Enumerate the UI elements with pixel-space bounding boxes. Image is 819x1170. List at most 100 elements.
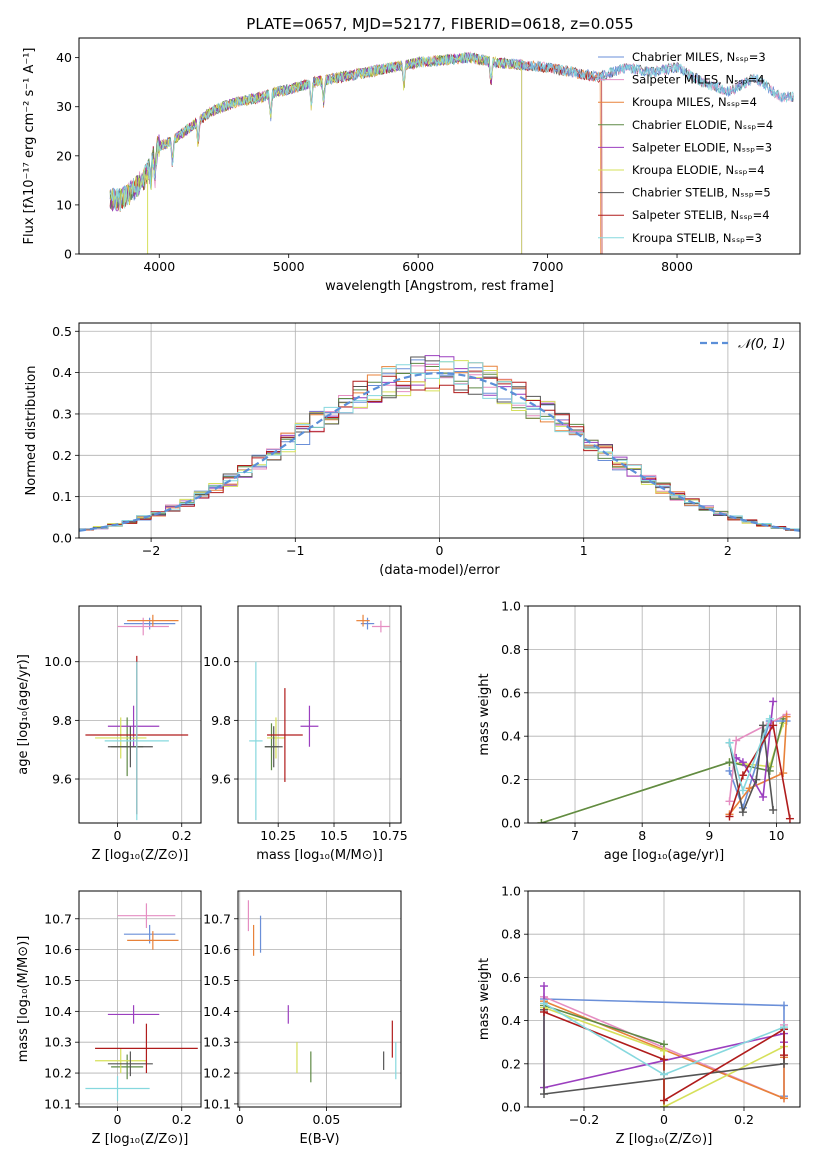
y-axis-label-age_vs_Z: age [log₁₀(age/yr)]	[16, 654, 31, 775]
weight-marker-salpeter_stelib	[785, 814, 794, 823]
y-tick-label: 0.8	[501, 927, 521, 942]
y-tick-label: 0.4	[501, 1013, 521, 1028]
x-tick-label: 8	[638, 828, 646, 843]
y-tick-label: 1.0	[501, 884, 521, 899]
x-tick-label: 0	[236, 1112, 244, 1127]
axes-frame	[237, 890, 402, 1108]
y-tick-label: 10.6	[44, 942, 72, 957]
axes-mass_vs_Z: 0 0.2 10.1 10.2 10.3 10.4 10.5 10.6 10.7 Z [log₁₀…	[16, 890, 202, 1147]
errorbar-point-kroupa_stelib	[85, 1076, 150, 1101]
axes-frame	[237, 605, 402, 824]
y-tick-label: 10.1	[44, 1096, 72, 1111]
spectrum-line-kroupa_stelib	[109, 52, 794, 212]
y-tick-label: 0.0	[501, 1100, 521, 1115]
errorbar-point-kroupa_miles	[127, 614, 179, 627]
weight-marker-kroupa_stelib	[660, 1070, 668, 1079]
normal-curve	[79, 371, 800, 532]
weight-marker-chabrier_stelib	[752, 775, 761, 784]
y-tick-label: 0.2	[501, 772, 521, 787]
y-tick-label: 10.2	[44, 1066, 72, 1081]
y-tick-label: 10.6	[203, 942, 231, 957]
legend-label-chabrier_stelib: Chabrier STELIB, Nₛₛₚ=5	[632, 186, 771, 200]
errorbar-point-kroupa_elodie	[95, 1048, 147, 1074]
y-tick-label: 0.6	[501, 685, 521, 700]
legend-label-kroupa_stelib: Kroupa STELIB, Nₛₛₚ=3	[632, 231, 762, 245]
histogram-salpeter_stelib	[79, 370, 800, 532]
x-tick-label: 2	[724, 543, 732, 558]
weight-marker-salpeter_stelib	[769, 721, 778, 730]
errorbar-point-kroupa_miles	[127, 931, 179, 950]
errorbar-point-chabrier_stelib	[264, 726, 283, 768]
weight-marker-chabrier_stelib	[540, 1090, 548, 1099]
errorbar-point-chabrier_stelib	[107, 1051, 153, 1077]
weight-marker-salpeter_stelib	[540, 1007, 548, 1016]
y-tick-label: 0.5	[52, 324, 72, 339]
y-tick-label: 10.0	[203, 654, 231, 669]
y-tick-label: 10.3	[203, 1035, 231, 1050]
x-tick-label: −2	[142, 543, 160, 558]
x-tick-label: 1	[580, 543, 588, 558]
plot-area-weight_vs_Z	[528, 891, 800, 1107]
plot-area-mass_vs_ebv	[238, 891, 401, 1107]
x-tick-label: −1	[286, 543, 304, 558]
y-tick-label: 0.4	[501, 729, 521, 744]
axes-weight_vs_age: 7 8 9 10 0.0 0.2 0.4 0.6 0.8 1.0 age [log₁₀(age/yr…	[477, 599, 801, 863]
x-axis-label-age_vs_mass: mass [log₁₀(M/M⊙)]	[256, 848, 383, 863]
weight-marker-chabrier_elodie	[765, 766, 774, 775]
errorbar-point-kroupa_elodie	[95, 717, 147, 759]
errorbar-point-salpeter_elodie	[107, 1005, 160, 1024]
x-tick-label: 0	[114, 828, 122, 843]
axes-age_vs_mass: 10.25 10.5 10.75 9.6 9.8 10.0 mass [log₁₀(M/M⊙…	[203, 605, 408, 863]
y-tick-label: 9.8	[52, 713, 72, 728]
y-tick-label: 10.3	[44, 1035, 72, 1050]
x-tick-label: 4000	[143, 259, 175, 274]
errorbar-point-salpeter_stelib	[95, 1023, 198, 1074]
weight-marker-chabrier_miles	[780, 1001, 788, 1010]
plot-area-weight_vs_age	[528, 606, 800, 823]
errorbar-point-chabrier_miles	[123, 617, 176, 630]
y-tick-label: 0.6	[501, 970, 521, 985]
x-tick-label: 0.2	[172, 828, 192, 843]
y-tick-label: 10.5	[44, 973, 72, 988]
errorbar-point-salpeter_miles	[371, 620, 390, 633]
y-tick-label: 10.0	[44, 654, 72, 669]
weight-marker-kroupa_stelib	[540, 999, 548, 1008]
errorbar-point-salpeter_stelib	[267, 688, 303, 782]
y-tick-label: 0.0	[52, 531, 72, 546]
axes-frame	[527, 890, 801, 1108]
weight-marker-kroupa_miles	[780, 1094, 788, 1103]
y-axis-label-weight_vs_age: mass weight	[477, 673, 492, 755]
y-tick-label: 0.2	[52, 448, 72, 463]
errorbar-point-salpeter_miles	[117, 903, 176, 929]
y-tick-label: 0.0	[501, 816, 521, 831]
legend-label-kroupa_miles: Kroupa MILES, Nₛₛₚ=4	[632, 95, 757, 109]
y-axis-label-weight_vs_Z: mass weight	[477, 958, 492, 1040]
y-tick-label: 40	[56, 50, 72, 65]
x-tick-label: −0.2	[569, 1112, 599, 1127]
x-axis-label-weight_vs_Z: Z [log₁₀(Z/Z⊙)]	[616, 1132, 713, 1147]
weight-marker-chabrier_elodie	[725, 758, 734, 767]
weight-marker-chabrier_stelib	[759, 721, 768, 730]
weight-marker-chabrier_stelib	[769, 805, 778, 814]
legend-label-chabrier_miles: Chabrier MILES, Nₛₛₚ=3	[632, 50, 766, 64]
x-tick-label: 10.25	[260, 828, 296, 843]
x-axis-label-age_vs_Z: Z [log₁₀(Z/Z⊙)]	[92, 848, 189, 863]
x-tick-label: 0	[660, 1112, 668, 1127]
errorbar-point-chabrier_elodie	[111, 1054, 144, 1080]
errorbar-point-salpeter_elodie	[107, 705, 160, 747]
weight-marker-chabrier_elodie	[537, 819, 546, 823]
weight-marker-salpeter_stelib	[738, 771, 747, 780]
weight-marker-kroupa_stelib	[725, 738, 734, 747]
y-tick-label: 0.1	[52, 489, 72, 504]
x-tick-label: 0.2	[172, 1112, 192, 1127]
y-tick-label: 10.7	[203, 911, 231, 926]
y-tick-label: 9.8	[211, 713, 231, 728]
y-tick-label: 10.4	[44, 1004, 72, 1019]
axes-frame	[78, 37, 801, 255]
x-tick-label: 10.75	[372, 828, 408, 843]
y-tick-label: 30	[56, 99, 72, 114]
axes-frame	[78, 890, 202, 1108]
x-tick-label: 5000	[273, 259, 305, 274]
plot-area-age_vs_Z	[79, 606, 201, 823]
